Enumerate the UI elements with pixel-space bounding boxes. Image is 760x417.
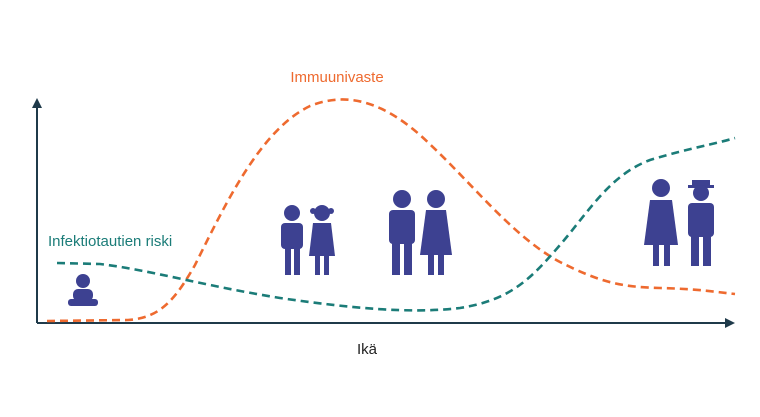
axes	[32, 98, 735, 328]
axis-label: Ikä	[357, 341, 378, 358]
baby-icon	[68, 274, 98, 306]
elderly-icon	[644, 179, 714, 266]
children-icon	[281, 205, 335, 275]
x-arrow	[725, 318, 735, 328]
adults-icon	[389, 190, 452, 275]
risk-label: Infektiotautien riski	[48, 233, 172, 250]
risk-curve	[56, 136, 736, 312]
y-arrow	[32, 98, 42, 108]
immune-label: Immuunivaste	[290, 69, 383, 86]
immune-curve	[46, 98, 736, 323]
